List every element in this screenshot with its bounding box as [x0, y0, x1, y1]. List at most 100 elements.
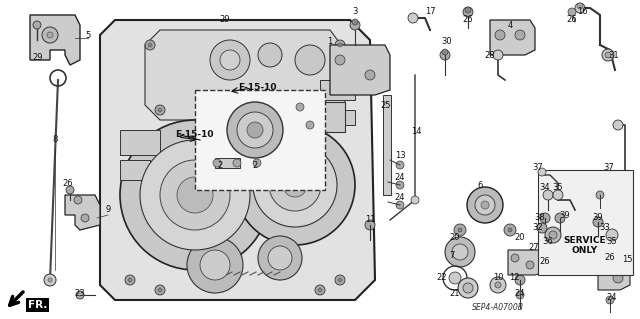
Bar — [195, 90, 325, 190]
Circle shape — [155, 285, 165, 295]
Text: 36: 36 — [543, 238, 554, 247]
Text: 16: 16 — [577, 8, 588, 17]
Text: 4: 4 — [508, 20, 513, 29]
Circle shape — [335, 55, 345, 65]
Circle shape — [458, 228, 462, 232]
Circle shape — [42, 27, 58, 43]
Text: 26: 26 — [463, 16, 474, 25]
Circle shape — [568, 8, 576, 16]
Circle shape — [508, 228, 512, 232]
Text: 9: 9 — [106, 205, 111, 214]
Circle shape — [81, 214, 89, 222]
Circle shape — [227, 102, 283, 158]
Text: 3: 3 — [352, 8, 358, 17]
Circle shape — [33, 21, 41, 29]
Circle shape — [442, 49, 448, 55]
Text: 32: 32 — [532, 224, 543, 233]
Circle shape — [237, 112, 273, 148]
Polygon shape — [598, 262, 630, 290]
Circle shape — [526, 261, 534, 269]
Circle shape — [602, 49, 614, 61]
Circle shape — [575, 3, 585, 13]
Circle shape — [295, 45, 325, 75]
Text: 12: 12 — [509, 273, 519, 283]
Circle shape — [467, 187, 503, 223]
Text: 13: 13 — [395, 151, 405, 160]
Circle shape — [396, 181, 404, 189]
Circle shape — [511, 254, 519, 262]
Circle shape — [445, 237, 475, 267]
Circle shape — [577, 3, 583, 9]
Circle shape — [504, 224, 516, 236]
Circle shape — [596, 191, 604, 199]
Circle shape — [338, 108, 342, 112]
Circle shape — [220, 50, 240, 70]
Bar — [383, 95, 391, 195]
Bar — [538, 170, 633, 275]
Text: 1: 1 — [328, 38, 333, 47]
Text: 7: 7 — [449, 250, 454, 259]
Bar — [295, 102, 345, 132]
Polygon shape — [490, 20, 535, 55]
Text: 37: 37 — [604, 164, 614, 173]
Circle shape — [76, 291, 84, 299]
Circle shape — [44, 274, 56, 286]
Text: E-15-10: E-15-10 — [238, 83, 276, 92]
Text: 26: 26 — [605, 254, 615, 263]
Circle shape — [269, 159, 321, 211]
Circle shape — [613, 273, 623, 283]
Circle shape — [493, 50, 503, 60]
Circle shape — [365, 70, 375, 80]
Text: 26: 26 — [566, 16, 577, 25]
Text: 37: 37 — [532, 164, 543, 173]
Circle shape — [268, 246, 292, 270]
Text: FR.: FR. — [28, 300, 47, 310]
Circle shape — [140, 140, 250, 250]
Polygon shape — [508, 250, 545, 275]
Circle shape — [200, 250, 230, 280]
Text: 20: 20 — [515, 234, 525, 242]
Circle shape — [475, 195, 495, 215]
Circle shape — [458, 278, 478, 298]
Circle shape — [350, 20, 360, 30]
Circle shape — [158, 108, 162, 112]
Polygon shape — [145, 30, 345, 120]
Text: 24: 24 — [395, 174, 405, 182]
Circle shape — [253, 159, 261, 167]
Circle shape — [549, 231, 557, 239]
Text: 35: 35 — [553, 183, 563, 192]
Circle shape — [516, 291, 524, 299]
Circle shape — [594, 254, 602, 262]
Circle shape — [605, 52, 611, 58]
Text: 2: 2 — [218, 161, 223, 170]
Circle shape — [145, 40, 155, 50]
Text: 6: 6 — [477, 181, 483, 189]
Circle shape — [540, 213, 550, 223]
Circle shape — [125, 275, 135, 285]
Text: 28: 28 — [484, 50, 495, 60]
Text: 33: 33 — [600, 224, 611, 233]
Circle shape — [396, 161, 404, 169]
Circle shape — [613, 120, 623, 130]
Circle shape — [463, 283, 473, 293]
Circle shape — [213, 159, 221, 167]
Circle shape — [454, 224, 466, 236]
Circle shape — [253, 143, 337, 227]
Text: 30: 30 — [442, 38, 452, 47]
Circle shape — [318, 288, 322, 292]
Polygon shape — [30, 15, 80, 65]
Text: 2: 2 — [252, 161, 258, 170]
Circle shape — [210, 40, 250, 80]
Text: 35: 35 — [607, 238, 618, 247]
Text: 10: 10 — [493, 273, 503, 283]
Circle shape — [408, 13, 418, 23]
Text: FR.: FR. — [28, 300, 47, 310]
Circle shape — [553, 190, 563, 200]
Circle shape — [538, 168, 546, 176]
Text: 24: 24 — [515, 288, 525, 298]
Bar — [320, 80, 355, 100]
Text: 24: 24 — [395, 194, 405, 203]
Text: 26: 26 — [540, 257, 550, 266]
Circle shape — [48, 278, 52, 282]
Circle shape — [606, 229, 618, 241]
